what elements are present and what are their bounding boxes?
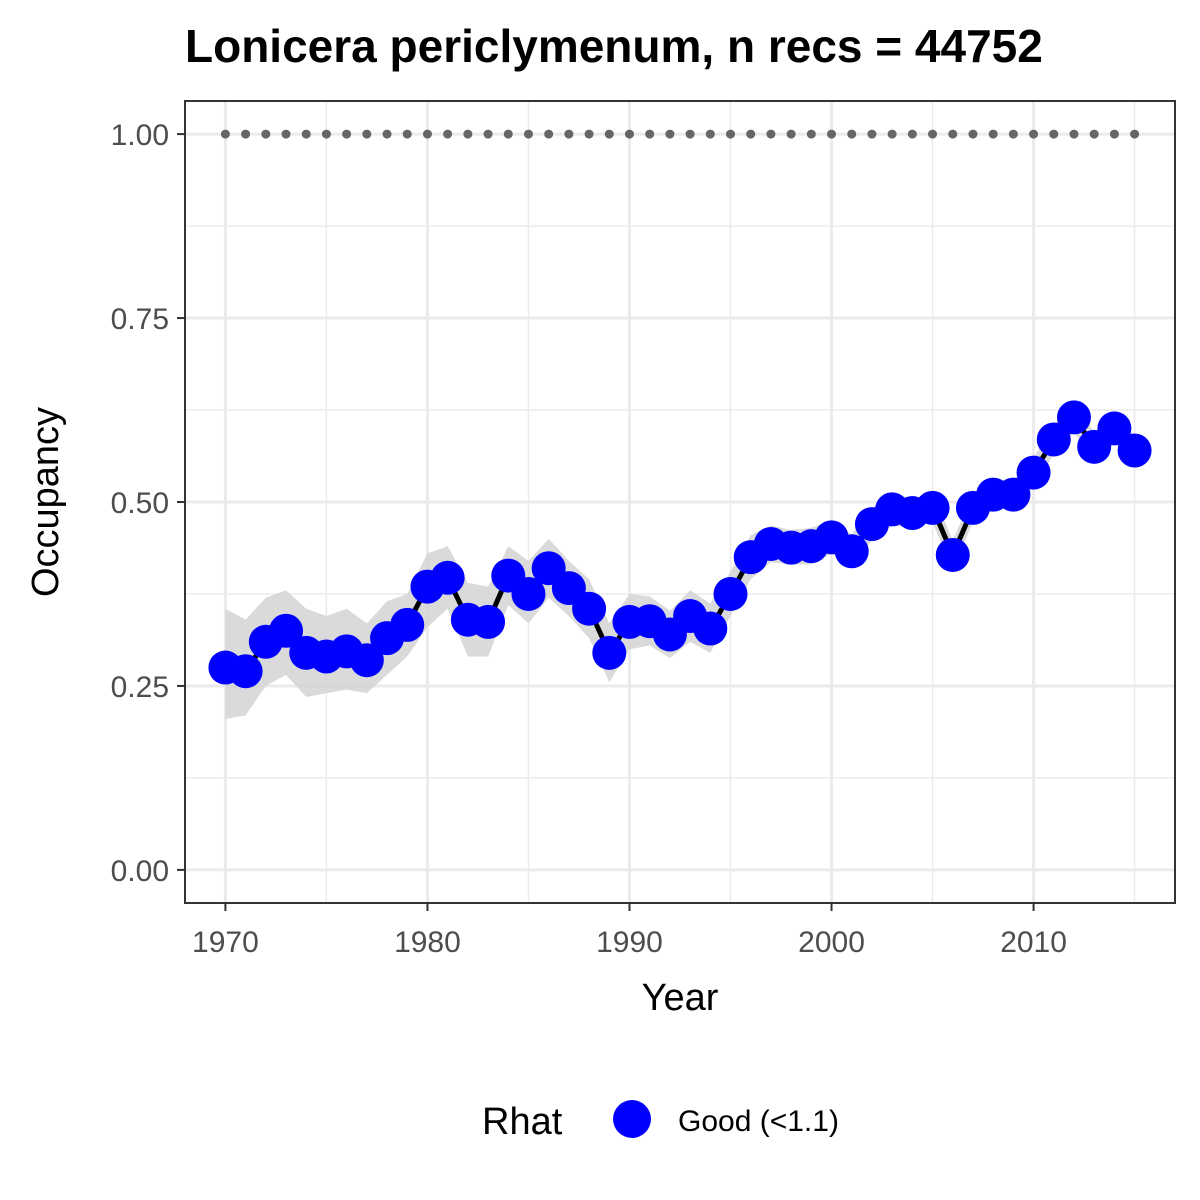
reference-dot [766,129,776,139]
reference-dot [1049,129,1059,139]
grid-lines [185,101,1175,903]
data-point [693,611,728,646]
reference-dot [624,129,634,139]
legend: Rhat Good (<1.1) [482,1100,839,1143]
reference-dot [503,129,513,139]
reference-dot [887,129,897,139]
reference-dot [1130,129,1140,139]
reference-dot [564,129,574,139]
reference-dot [220,129,230,139]
x-tick-label: 1970 [192,926,259,959]
reference-dot [665,129,675,139]
reference-dot [645,129,655,139]
y-tick-label: 0.50 [111,487,169,520]
legend-key-good [613,1100,651,1138]
data-point [1056,400,1091,435]
y-tick-label: 0.25 [111,671,169,704]
reference-dot [362,129,372,139]
reference-dot [726,129,736,139]
reference-dot [523,129,533,139]
reference-line [220,129,1140,139]
reference-dot [746,129,756,139]
reference-dot [382,129,392,139]
reference-dot [1069,129,1079,139]
reference-dot [463,129,473,139]
reference-dot [584,129,594,139]
x-axis: 1970 1980 1990 2000 2010 [192,903,1067,959]
reference-dot [907,129,917,139]
data-points [208,400,1152,689]
reference-dot [806,129,816,139]
y-tick-label: 0.00 [111,855,169,888]
data-point [935,537,970,572]
data-point [1097,411,1132,446]
reference-dot [1109,129,1119,139]
data-point [713,576,748,611]
x-axis-title: Year [642,977,719,1019]
reference-dot [786,129,796,139]
reference-dot [301,129,311,139]
x-tick-label: 1990 [596,926,663,959]
x-tick-label: 2010 [1000,926,1067,959]
reference-dot [321,129,331,139]
chart-title: Lonicera periclymenum, n recs = 44752 [185,20,1043,72]
reference-dot [342,129,352,139]
reference-dot [422,129,432,139]
data-point [996,477,1031,512]
y-axis: 0.00 0.25 0.50 0.75 1.00 [111,119,185,888]
data-point [269,613,304,648]
data-point [915,490,950,525]
reference-dot [483,129,493,139]
x-tick-label: 1980 [394,926,461,959]
reference-dot [402,129,412,139]
y-tick-label: 0.75 [111,303,169,336]
reference-dot [604,129,614,139]
reference-dot [1008,129,1018,139]
reference-dot [968,129,978,139]
reference-dot [928,129,938,139]
data-point [592,635,627,670]
reference-dot [948,129,958,139]
reference-dot [443,129,453,139]
reference-dot [544,129,554,139]
data-point [1117,433,1152,468]
data-point [471,604,506,639]
x-tick-label: 2000 [798,926,865,959]
data-point [834,534,869,569]
reference-dot [705,129,715,139]
y-axis-title: Occupancy [25,407,67,597]
data-point [1036,422,1071,457]
reference-dot [1089,129,1099,139]
data-point [228,654,263,689]
legend-title: Rhat [482,1101,563,1143]
legend-label-good: Good (<1.1) [678,1105,839,1138]
data-point [349,643,384,678]
data-point [430,560,465,595]
reference-dot [827,129,837,139]
data-point [1016,455,1051,490]
reference-dot [261,129,271,139]
reference-dot [847,129,857,139]
data-point [572,591,607,626]
reference-dot [685,129,695,139]
reference-dot [1029,129,1039,139]
reference-dot [241,129,251,139]
reference-dot [988,129,998,139]
data-point [511,576,546,611]
reference-dot [867,129,877,139]
data-point [390,607,425,642]
reference-dot [281,129,291,139]
y-tick-label: 1.00 [111,119,169,152]
